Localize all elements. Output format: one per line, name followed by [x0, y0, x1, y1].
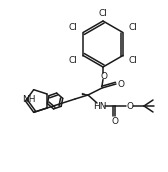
Polygon shape: [82, 93, 88, 95]
Text: Cl: Cl: [69, 23, 77, 32]
Text: Cl: Cl: [129, 23, 137, 32]
Text: Cl: Cl: [129, 56, 137, 65]
Text: Cl: Cl: [69, 56, 77, 65]
Text: O: O: [127, 101, 134, 110]
Text: O: O: [117, 79, 124, 89]
Text: O: O: [112, 116, 118, 126]
Text: O: O: [100, 72, 108, 80]
Text: NH: NH: [22, 95, 35, 104]
Text: Cl: Cl: [99, 8, 108, 18]
Text: HN: HN: [93, 101, 107, 110]
